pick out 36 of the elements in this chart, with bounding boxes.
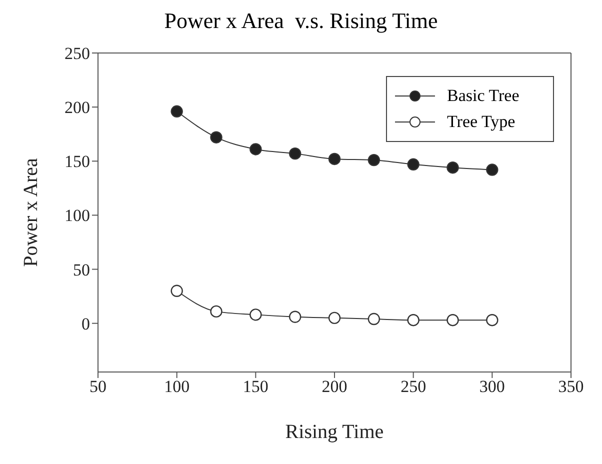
- point: [210, 131, 222, 144]
- point: [486, 314, 498, 326]
- point: [288, 310, 302, 323]
- point: [250, 308, 262, 321]
- point: [170, 284, 183, 297]
- y-tick-label: 50: [73, 260, 90, 280]
- y-tick-label: 0: [82, 314, 90, 334]
- y-tick-label: 100: [64, 206, 90, 226]
- y-axis-title: Power x Area: [20, 158, 42, 267]
- x-tick-label: 100: [164, 377, 190, 396]
- y-tick-label: 250: [64, 44, 90, 64]
- y-tick-label: 200: [64, 98, 90, 118]
- chart-title: Power x Area v.s. Rising Time: [163, 8, 439, 35]
- point: [328, 152, 341, 166]
- point: [446, 162, 459, 174]
- y-tick-label: 150: [64, 152, 90, 172]
- x-tick-label: 300: [479, 377, 505, 396]
- point: [210, 305, 222, 318]
- x-tick-label: 150: [242, 377, 268, 396]
- x-tick-label: 350: [558, 377, 584, 396]
- point: [446, 314, 459, 326]
- point: [170, 105, 183, 118]
- point: [328, 312, 341, 324]
- legend-label: Basic Tree: [447, 86, 520, 106]
- point: [288, 147, 302, 160]
- x-tick-label: 50: [90, 377, 106, 396]
- point: [368, 154, 380, 166]
- x-tick-label: 200: [322, 377, 348, 396]
- legend-label: Tree Type: [447, 112, 516, 132]
- x-tick-label: 250: [400, 377, 426, 396]
- point: [407, 314, 420, 326]
- point: [250, 143, 262, 156]
- x-axis-title: Rising Time: [285, 421, 384, 443]
- point: [486, 164, 498, 176]
- point: [368, 312, 380, 326]
- point: [407, 158, 420, 170]
